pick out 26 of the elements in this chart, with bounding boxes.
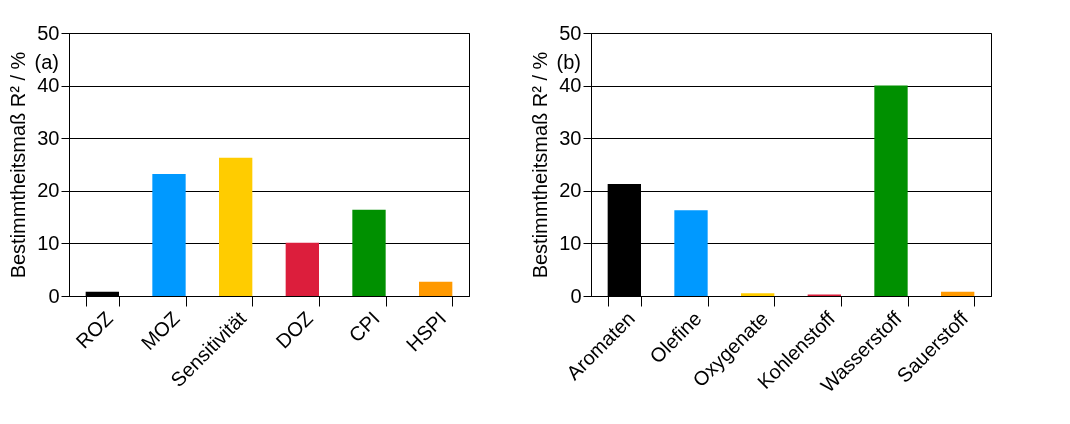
y-tick-label: 30 bbox=[559, 126, 582, 149]
y-axis-title: Bestimmtheitsmaß R² / % bbox=[7, 51, 30, 279]
y-tick-label: 40 bbox=[37, 74, 60, 97]
y-tick-label: 30 bbox=[37, 126, 60, 149]
bar bbox=[152, 173, 186, 296]
text: (b) bbox=[556, 51, 581, 73]
y-axis-title: Bestimmtheitsmaß R² / % bbox=[529, 51, 552, 279]
y-tick-label: 20 bbox=[37, 179, 60, 202]
text: (a) bbox=[34, 51, 59, 73]
bar bbox=[352, 209, 386, 296]
y-tick-label: 0 bbox=[570, 284, 582, 307]
y-tick-label: 50 bbox=[37, 21, 60, 44]
y-tick-label: 10 bbox=[37, 231, 60, 254]
bar bbox=[219, 157, 253, 296]
bar bbox=[674, 210, 708, 296]
x-tick-label: CPI bbox=[344, 307, 384, 347]
bar bbox=[285, 242, 319, 296]
bar bbox=[941, 291, 975, 296]
y-tick-label: 20 bbox=[559, 179, 582, 202]
y-tick-label: 50 bbox=[559, 21, 582, 44]
y-tick-label: 10 bbox=[559, 231, 582, 254]
y-tick-label: 40 bbox=[559, 74, 582, 97]
bar bbox=[741, 293, 775, 296]
y-tick-label: 0 bbox=[48, 284, 60, 307]
bar bbox=[419, 281, 453, 296]
bar bbox=[874, 85, 908, 296]
